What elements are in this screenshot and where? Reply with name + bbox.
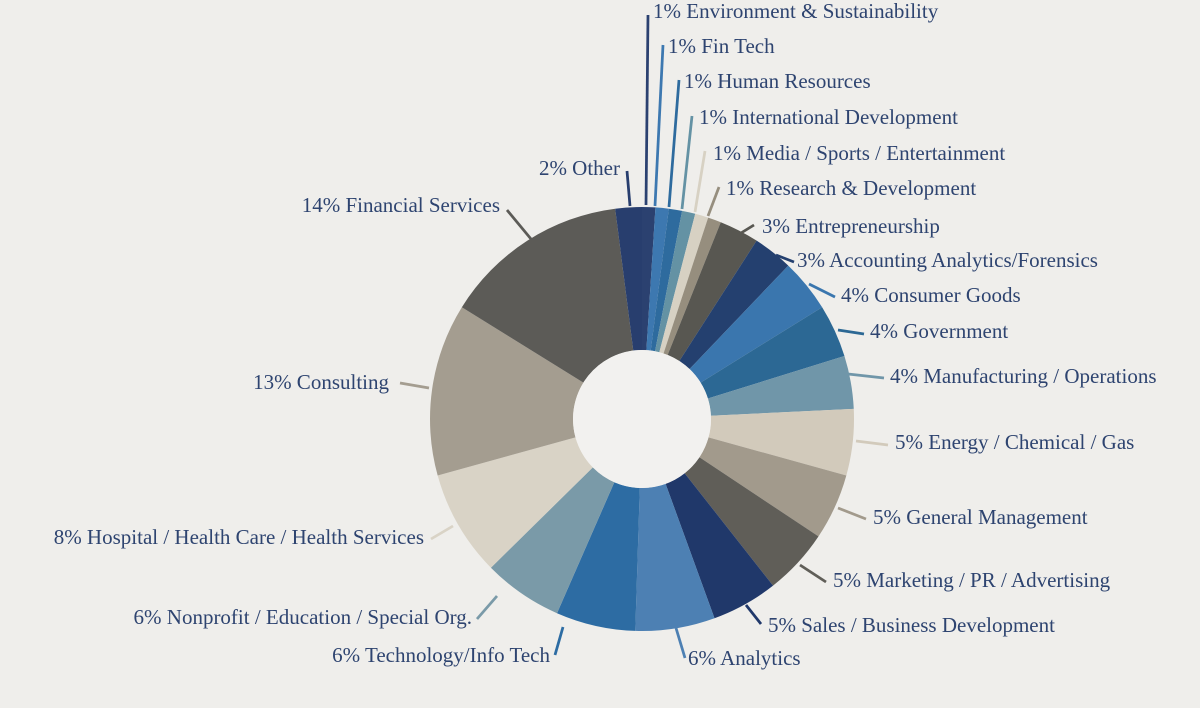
slice-hospital-health-care-health-services [437,437,593,568]
slice-general-management [699,437,847,537]
label-research-development: 1% Research & Development [726,176,976,200]
label-hospital-health-care-health-services: 8% Hospital / Health Care / Health Servi… [54,525,424,549]
leader-line-consulting [399,381,430,390]
label-sales-business-development: 5% Sales / Business Development [768,613,1055,637]
slice-sales-business-development [665,473,774,619]
leader-line-analytics [674,627,687,659]
label-energy-chemical-gas: 5% Energy / Chemical / Gas [895,430,1134,454]
leader-line-financial-services [505,209,533,240]
slice-marketing-pr-advertising [684,457,819,586]
leader-line-consumer-goods [808,282,836,299]
leader-line-marketing-pr-advertising [799,563,827,584]
label-environment-sustainability: 1% Environment & Sustainability [653,0,939,23]
label-analytics: 6% Analytics [688,646,801,670]
leader-line-accounting-analytics-forensics [775,253,795,264]
slice-consumer-goods [689,265,823,383]
slice-other [615,207,642,351]
label-human-resources: 1% Human Resources [684,69,871,93]
slice-environment-sustainability [642,207,656,351]
slice-financial-services [461,208,634,383]
leader-line-entrepreneurship [740,223,755,235]
leader-line-other [625,170,632,207]
slice-manufacturing-operations [707,356,854,416]
label-media-sports-entertainment: 1% Media / Sports / Entertainment [713,141,1005,165]
label-entrepreneurship: 3% Entrepreneurship [762,214,940,238]
leader-line-fin-tech [653,44,665,207]
label-nonprofit-education-special-org: 6% Nonprofit / Education / Special Org. [134,605,472,629]
slice-entrepreneurship [667,222,757,361]
leader-line-nonprofit-education-special-org [475,595,499,620]
slice-international-development [655,210,696,353]
label-fin-tech: 1% Fin Tech [668,34,775,58]
leader-line-manufacturing-operations [847,372,885,380]
leader-line-sales-business-development [744,604,763,625]
label-technology-info-tech: 6% Technology/Info Tech [332,643,550,667]
leader-line-research-development [706,186,721,217]
slice-accounting-analytics-forensics [679,240,789,370]
slice-consulting [430,307,584,476]
leader-line-media-sports-entertainment [693,150,707,213]
leader-line-human-resources [667,79,681,208]
leader-line-technology-info-tech [553,626,565,656]
label-government: 4% Government [870,319,1008,343]
slice-government [700,307,845,399]
leader-line-general-management [837,506,867,521]
slice-media-sports-entertainment [659,213,709,354]
leader-line-international-development [680,115,694,210]
slice-human-resources [650,208,683,352]
slice-technology-info-tech [557,482,640,631]
label-other: 2% Other [539,156,620,180]
slice-research-development [663,217,721,355]
slice-fin-tech [646,207,669,351]
leader-line-environment-sustainability [644,14,650,206]
leader-line-government [837,328,865,336]
slice-energy-chemical-gas [708,408,854,476]
label-general-management: 5% General Management [873,505,1088,529]
leader-line-hospital-health-care-health-services [430,524,454,541]
label-marketing-pr-advertising: 5% Marketing / PR / Advertising [833,568,1111,592]
slice-nonprofit-education-special-org [490,467,615,614]
leader-line-energy-chemical-gas [855,439,889,447]
donut-hole [573,350,711,488]
label-manufacturing-operations: 4% Manufacturing / Operations [890,364,1157,388]
label-accounting-analytics-forensics: 3% Accounting Analytics/Forensics [797,248,1098,272]
slice-analytics [635,483,715,631]
label-international-development: 1% International Development [699,105,958,129]
label-financial-services: 14% Financial Services [302,193,500,217]
label-consumer-goods: 4% Consumer Goods [841,283,1021,307]
label-consulting: 13% Consulting [253,370,389,394]
